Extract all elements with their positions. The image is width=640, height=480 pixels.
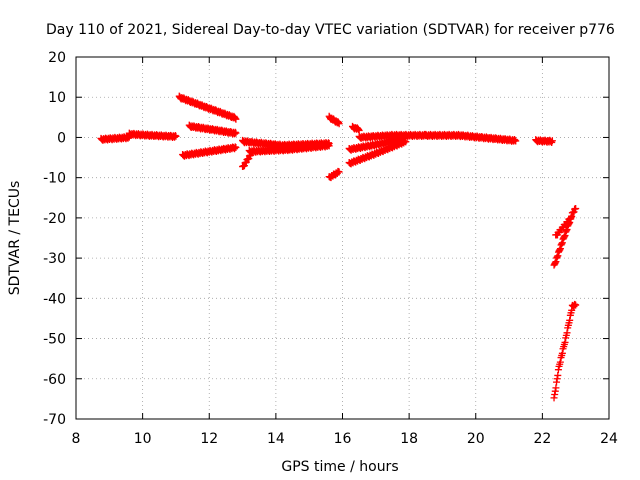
- data-point: [172, 132, 180, 140]
- data-point: [560, 233, 568, 241]
- y-tick-label: 20: [48, 50, 66, 66]
- x-tick-label: 20: [467, 431, 485, 447]
- data-series: [245, 141, 333, 156]
- data-series: [185, 121, 240, 138]
- y-tick-label: -60: [43, 372, 66, 388]
- data-series: [532, 136, 556, 146]
- data-point: [568, 306, 576, 314]
- x-tick-label: 18: [400, 431, 418, 447]
- x-tick-label: 22: [533, 431, 551, 447]
- data-point: [335, 120, 343, 128]
- x-tick-label: 16: [334, 431, 352, 447]
- y-tick-label: -50: [43, 332, 66, 348]
- data-point: [548, 137, 556, 145]
- y-tick-label: -70: [43, 412, 66, 428]
- y-tick-label: 10: [48, 90, 66, 106]
- data-point: [232, 129, 240, 137]
- data-point: [563, 329, 571, 337]
- data-series: [345, 137, 410, 168]
- data-series: [325, 112, 343, 128]
- data-series: [179, 143, 240, 160]
- data-point: [561, 338, 569, 346]
- data-series: [550, 300, 580, 402]
- data-point: [512, 137, 520, 145]
- x-axis-title: GPS time / hours: [281, 459, 398, 475]
- data-point: [355, 126, 363, 134]
- x-tick-label: 14: [267, 431, 285, 447]
- data-point: [556, 358, 564, 366]
- data-point: [231, 114, 239, 122]
- data-point: [325, 142, 333, 150]
- data-points: [97, 92, 580, 402]
- y-tick-label: -20: [43, 211, 66, 227]
- data-point: [232, 115, 240, 123]
- data-point: [562, 227, 570, 235]
- x-tick-label: 12: [200, 431, 218, 447]
- data-series: [422, 130, 520, 145]
- y-tick-label: -30: [43, 251, 66, 267]
- axis-ticks: 8 10 12 14 16 18 20 22 24 -70 -60 -50 -40 -30 -20 -10 0 1…: [43, 50, 618, 447]
- chart-title: Day 110 of 2021, Sidereal Day-to-day VTE…: [46, 22, 615, 38]
- data-point: [547, 138, 555, 146]
- data-point: [566, 316, 574, 324]
- data-series: [550, 205, 580, 269]
- data-series: [355, 130, 430, 142]
- y-tick-label: -40: [43, 291, 66, 307]
- data-point: [561, 232, 569, 240]
- y-tick-label: -10: [43, 171, 66, 187]
- data-point: [567, 215, 575, 223]
- data-point: [572, 301, 580, 309]
- data-point: [354, 126, 362, 134]
- x-tick-label: 24: [600, 431, 618, 447]
- data-series: [175, 92, 240, 123]
- data-point: [171, 132, 179, 140]
- x-tick-label: 8: [72, 431, 81, 447]
- data-point: [335, 168, 343, 176]
- x-tick-label: 10: [134, 431, 152, 447]
- data-series: [239, 148, 257, 171]
- y-tick-label: 0: [57, 130, 66, 146]
- data-point: [511, 136, 519, 144]
- data-point: [558, 349, 566, 357]
- grid: [76, 57, 609, 419]
- data-point: [572, 205, 580, 213]
- data-point: [558, 239, 566, 247]
- data-point: [232, 144, 240, 151]
- data-series: [552, 215, 575, 239]
- data-point: [510, 135, 518, 143]
- data-series: [325, 167, 343, 182]
- data-series: [348, 122, 363, 134]
- y-axis-title: SDTVAR / TECUs: [7, 181, 23, 296]
- data-series: [125, 129, 180, 142]
